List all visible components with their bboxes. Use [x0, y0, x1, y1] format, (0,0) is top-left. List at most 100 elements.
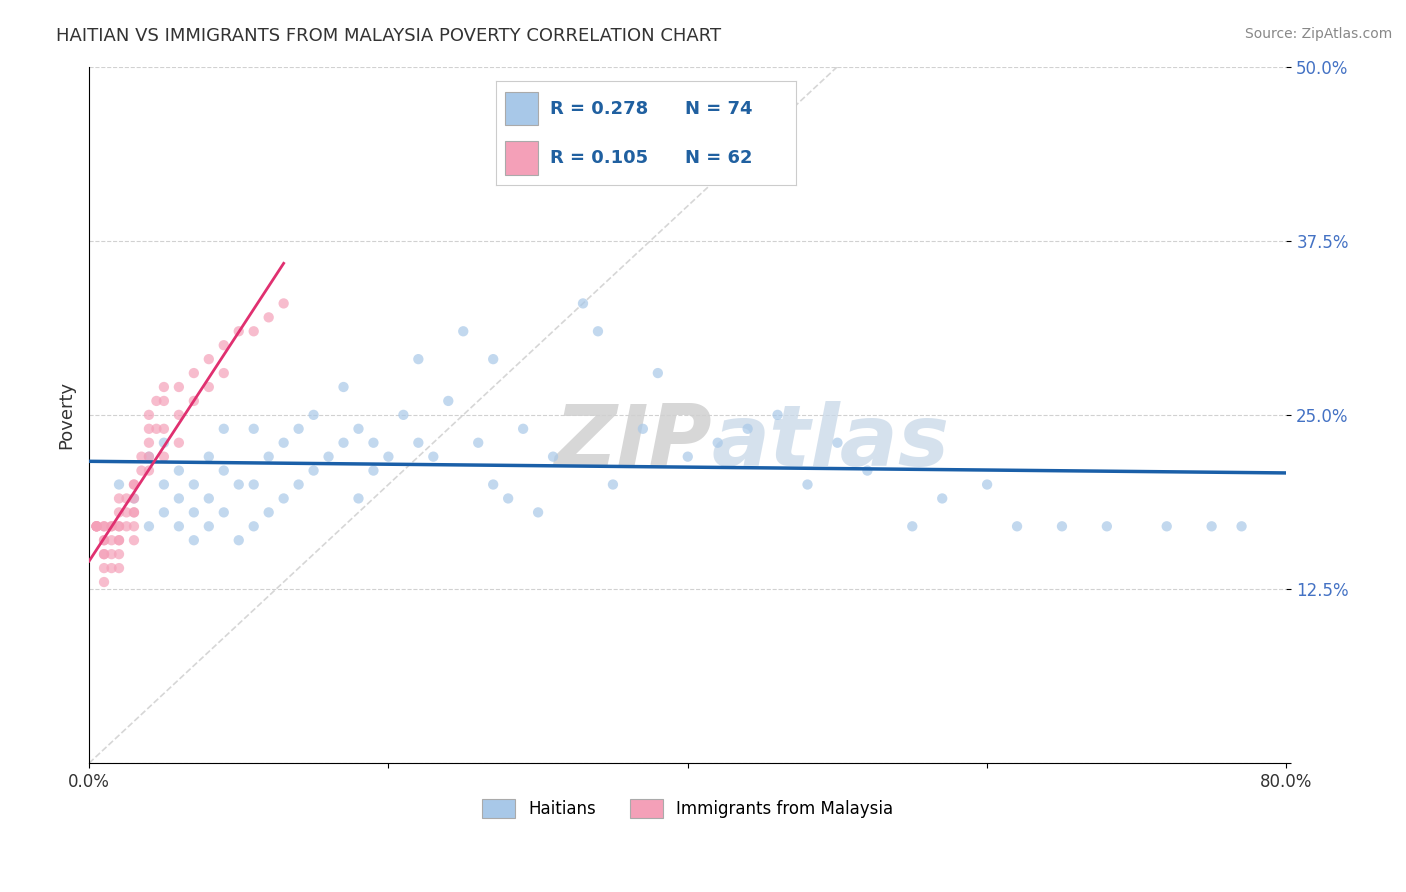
Point	[257, 310, 280, 325]
Point	[706, 435, 728, 450]
Point	[138, 408, 160, 422]
Point	[347, 422, 370, 436]
Point	[257, 450, 280, 464]
Point	[198, 352, 221, 367]
Point	[86, 519, 108, 533]
Point	[302, 464, 325, 478]
Point	[100, 561, 122, 575]
Point	[212, 338, 235, 352]
Point	[86, 519, 108, 533]
Point	[766, 408, 789, 422]
Point	[131, 450, 153, 464]
Point	[100, 533, 122, 548]
Point	[1005, 519, 1028, 533]
Point	[437, 393, 460, 408]
Point	[93, 519, 115, 533]
Point	[347, 491, 370, 506]
Point	[527, 505, 550, 519]
Point	[737, 422, 759, 436]
Point	[93, 547, 115, 561]
Point	[302, 408, 325, 422]
Point	[153, 477, 176, 491]
Point	[212, 464, 235, 478]
Point	[153, 505, 176, 519]
Point	[228, 324, 250, 338]
Point	[242, 324, 264, 338]
Y-axis label: Poverty: Poverty	[58, 381, 75, 449]
Point	[138, 422, 160, 436]
Point	[93, 533, 115, 548]
Point	[183, 366, 205, 380]
Point	[167, 491, 190, 506]
Point	[287, 422, 309, 436]
Point	[318, 450, 340, 464]
Point	[363, 464, 385, 478]
Point	[242, 422, 264, 436]
Point	[93, 547, 115, 561]
Point	[496, 491, 519, 506]
Point	[153, 450, 176, 464]
Point	[108, 477, 131, 491]
Point	[332, 380, 354, 394]
Point	[138, 519, 160, 533]
Point	[228, 477, 250, 491]
Point	[796, 477, 818, 491]
Point	[122, 477, 145, 491]
Point	[631, 422, 654, 436]
Point	[122, 491, 145, 506]
Point	[122, 477, 145, 491]
Point	[167, 408, 190, 422]
Point	[122, 519, 145, 533]
Point	[153, 380, 176, 394]
Point	[273, 296, 295, 310]
Point	[108, 505, 131, 519]
Point	[153, 435, 176, 450]
Point	[115, 491, 138, 506]
Point	[467, 435, 489, 450]
Point	[901, 519, 924, 533]
Point	[602, 477, 624, 491]
Point	[827, 435, 849, 450]
Text: ZIP: ZIP	[554, 401, 711, 484]
Point	[1201, 519, 1223, 533]
Point	[228, 533, 250, 548]
Point	[976, 477, 998, 491]
Point	[86, 519, 108, 533]
Point	[145, 393, 167, 408]
Point	[198, 450, 221, 464]
Point	[108, 519, 131, 533]
Point	[408, 435, 430, 450]
Point	[931, 491, 953, 506]
Point	[153, 422, 176, 436]
Legend: Haitians, Immigrants from Malaysia: Haitians, Immigrants from Malaysia	[475, 792, 900, 824]
Point	[212, 366, 235, 380]
Point	[183, 505, 205, 519]
Point	[242, 477, 264, 491]
Point	[167, 464, 190, 478]
Point	[100, 547, 122, 561]
Point	[572, 296, 595, 310]
Point	[422, 450, 444, 464]
Point	[108, 519, 131, 533]
Point	[287, 477, 309, 491]
Point	[1230, 519, 1253, 533]
Point	[273, 491, 295, 506]
Point	[183, 393, 205, 408]
Point	[676, 450, 699, 464]
Point	[392, 408, 415, 422]
Point	[108, 561, 131, 575]
Point	[451, 324, 474, 338]
Point	[212, 422, 235, 436]
Point	[167, 519, 190, 533]
Point	[122, 533, 145, 548]
Point	[100, 519, 122, 533]
Point	[1050, 519, 1073, 533]
Point	[212, 505, 235, 519]
Point	[108, 533, 131, 548]
Point	[86, 519, 108, 533]
Point	[242, 519, 264, 533]
Point	[541, 450, 564, 464]
Point	[131, 464, 153, 478]
Point	[257, 505, 280, 519]
Point	[122, 505, 145, 519]
